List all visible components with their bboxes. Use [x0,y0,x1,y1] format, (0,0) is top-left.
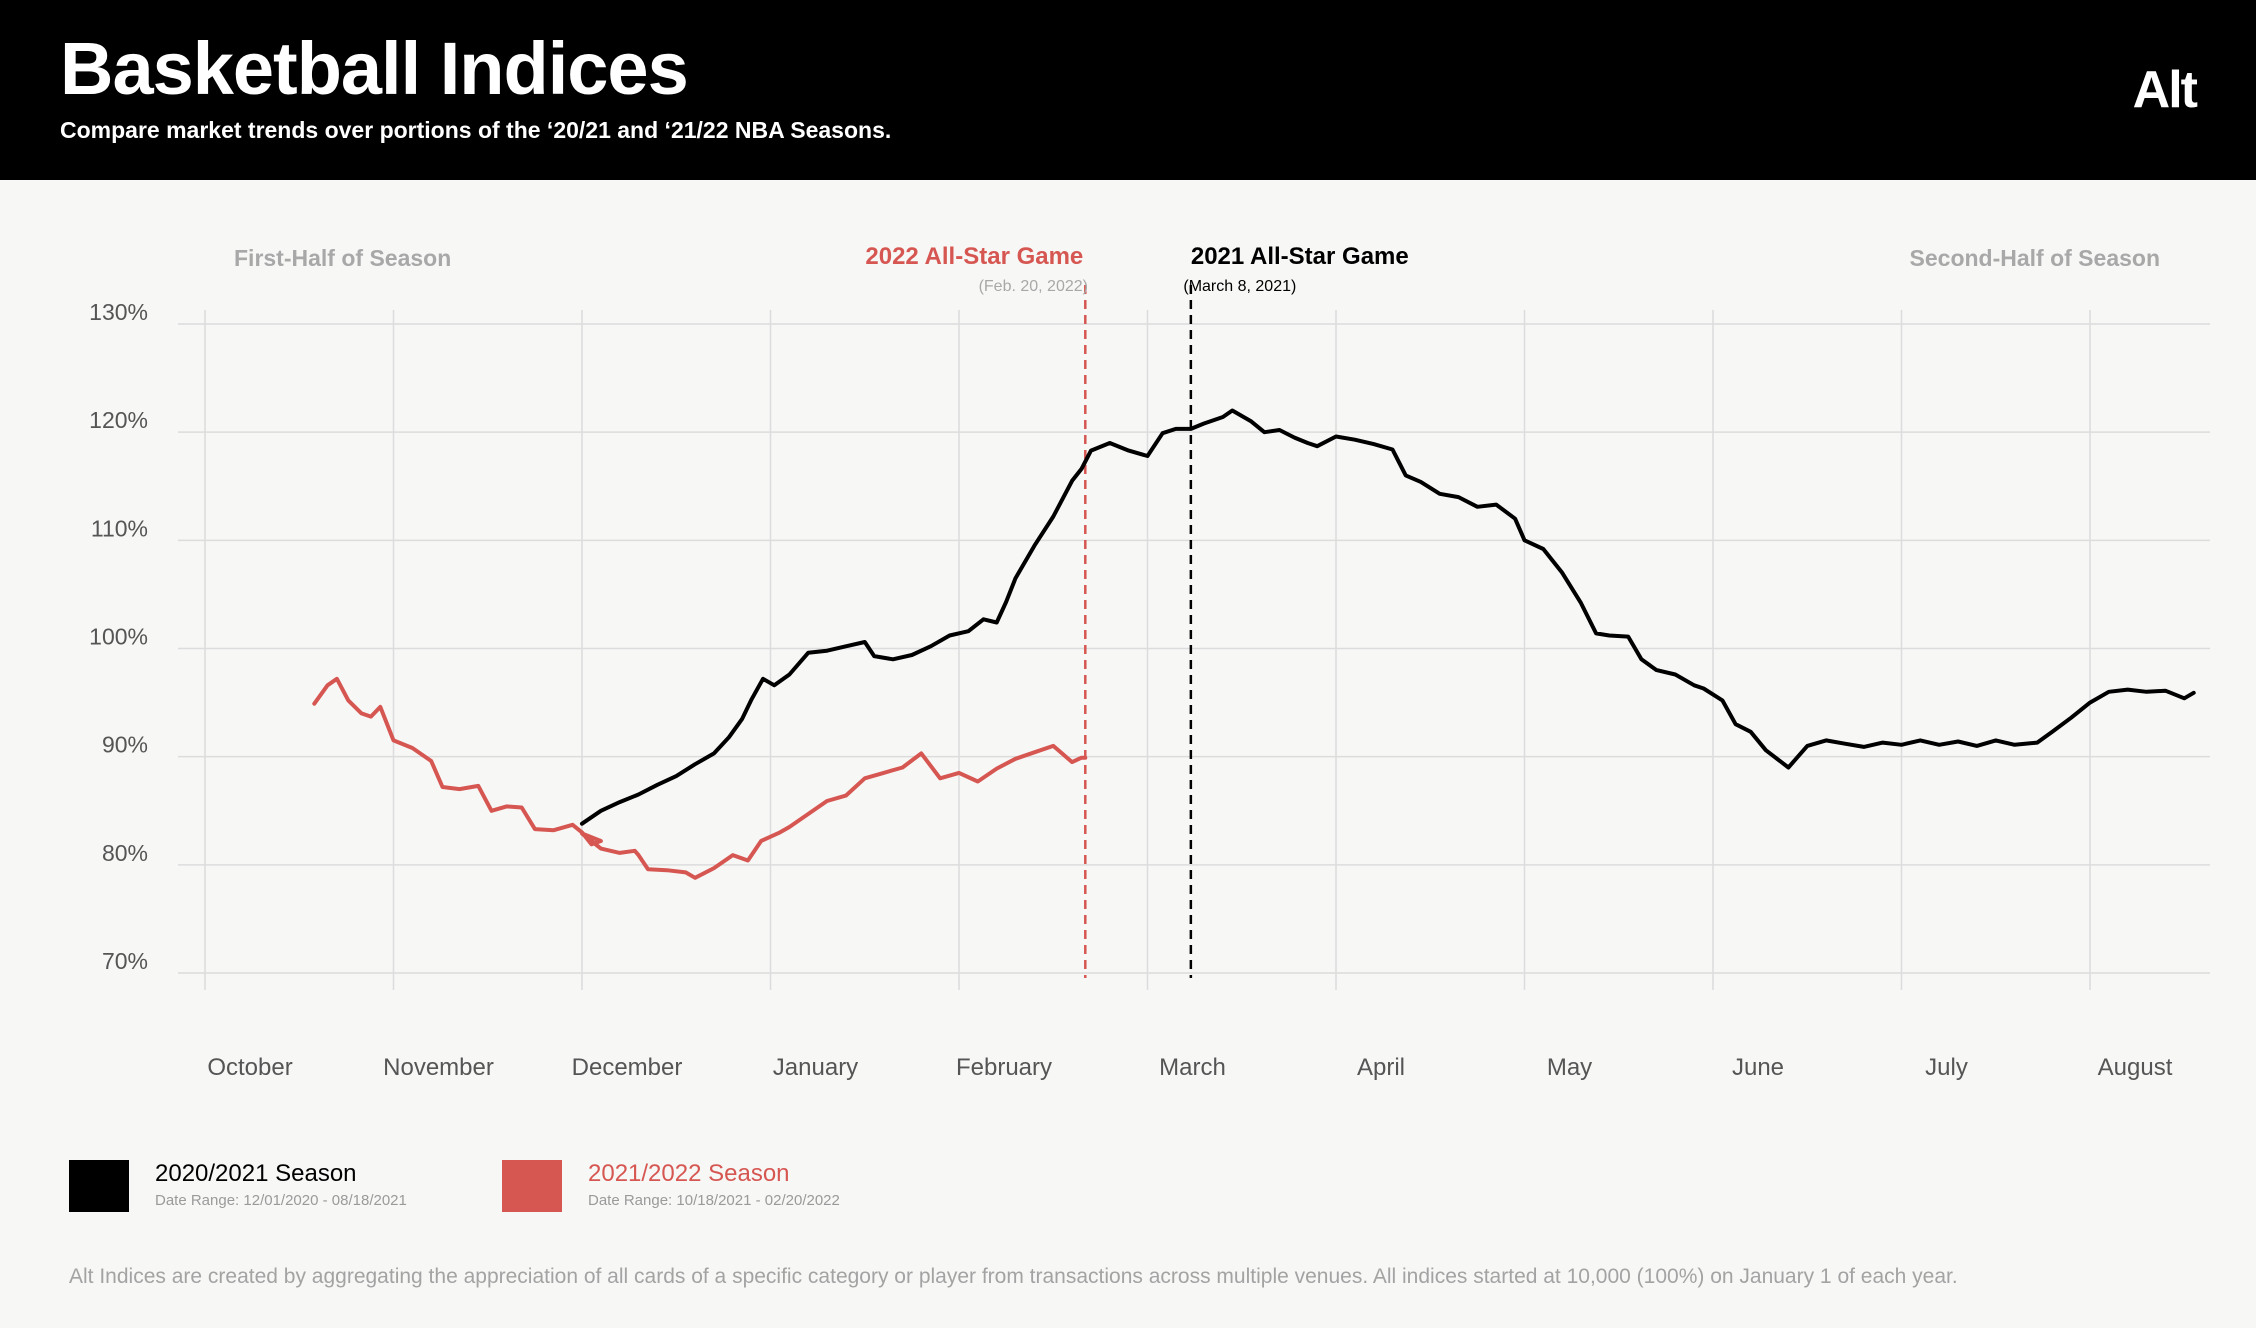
y-tick-label: 130% [89,299,148,325]
all-star-sublabel: (Feb. 20, 2022) [979,278,1088,295]
x-tick-label-december: December [572,1054,683,1081]
x-tick-label-october: October [207,1054,292,1081]
legend-date-range: Date Range: 12/01/2020 - 08/18/2021 [155,1192,407,1209]
line-chart: 70% 80% 90% 100% 110% 120% 130% October Novembe… [89,243,2210,1081]
all-star-sublabel: (March 8, 2021) [1183,278,1296,295]
y-tick-label: 100% [89,624,148,650]
x-tick-label-march: March [1159,1054,1226,1081]
all-star-label: 2022 All-Star Game [865,243,1083,270]
legend-date-range: Date Range: 10/18/2021 - 02/20/2022 [588,1192,840,1209]
y-tick-label: 110% [91,515,148,541]
x-tick-label-november: November [383,1054,494,1081]
x-tick-label-april: April [1357,1054,1405,1081]
horizontal-gridlines [178,323,2210,974]
legend-swatch-red [502,1160,562,1212]
x-tick-label-may: May [1547,1054,1592,1081]
x-tick-label-june: June [1732,1054,1784,1081]
all-star-annotations: 2022 All-Star Game (Feb. 20, 2022) 2021 Al… [865,243,1409,978]
legend-swatch-black [69,1160,129,1212]
x-tick-label-august: August [2098,1054,2173,1081]
page-header: Basketball Indices Compare market trends… [0,0,2256,180]
series-line-2020-2021 [580,408,2196,826]
x-tick-label-february: February [956,1054,1052,1081]
page-subtitle: Compare market trends over portions of t… [60,117,892,143]
y-axis-tick-labels: 70% 80% 90% 100% 110% 120% 130% [89,299,148,974]
y-tick-label: 90% [102,732,148,758]
x-tick-label-january: January [773,1054,858,1081]
series-lines [312,408,2196,880]
page-title: Basketball Indices [60,27,689,110]
series-line-2021-2022 [312,676,1088,880]
first-half-label: First-Half of Season [234,245,451,271]
alt-logo[interactable]: Alt [2132,61,2198,119]
all-star-label: 2021 All-Star Game [1191,243,1409,270]
legend-label: 2020/2021 Season [155,1160,357,1187]
y-tick-label: 80% [102,840,148,866]
x-tick-label-july: July [1925,1054,1968,1081]
legend-label: 2021/2022 Season [588,1160,790,1187]
second-half-label: Second-Half of Season [1910,245,2160,271]
footnote: Alt Indices are created by aggregating t… [69,1265,1958,1288]
x-axis-month-labels: October November December January February Ma… [207,1054,2172,1081]
y-tick-label: 120% [89,407,148,433]
vertical-gridlines [204,310,2091,990]
y-tick-label: 70% [102,948,148,974]
